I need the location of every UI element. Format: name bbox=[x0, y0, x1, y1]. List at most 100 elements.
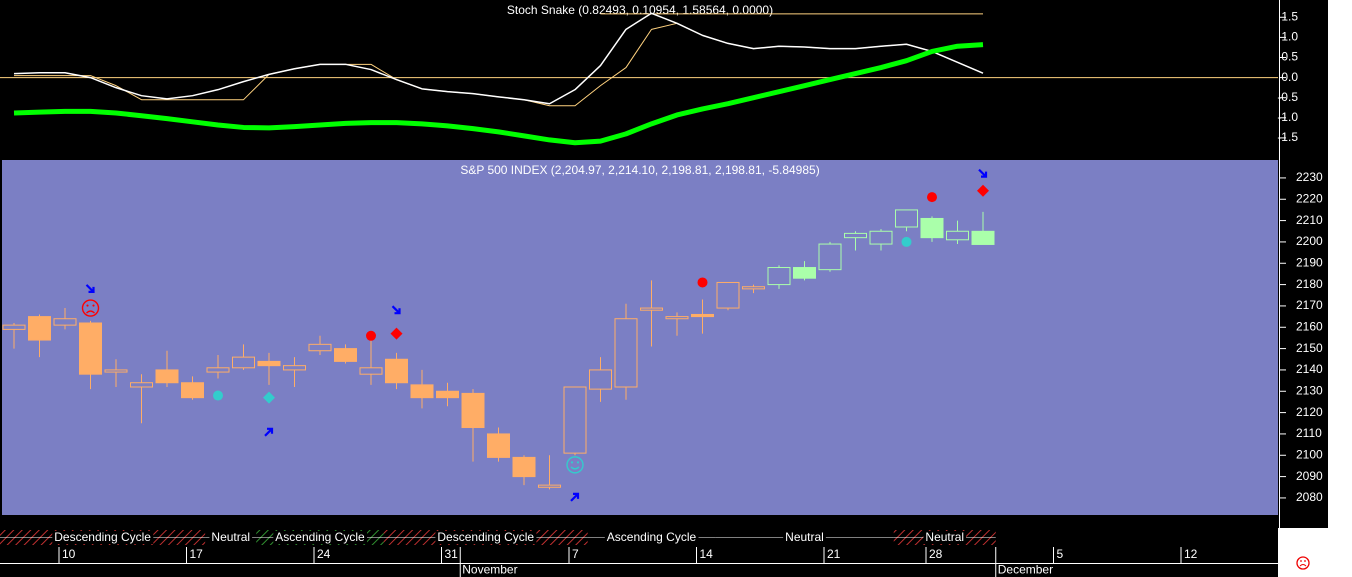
signal-arrow bbox=[570, 492, 580, 502]
candle-body bbox=[946, 230, 969, 241]
y-tick-label: 2080 bbox=[1296, 490, 1323, 504]
candle-body bbox=[79, 322, 102, 375]
signal-arrow bbox=[391, 305, 401, 315]
date-label: 14 bbox=[700, 547, 714, 561]
date-label: 7 bbox=[572, 547, 579, 561]
y-tick-label: 2230 bbox=[1296, 170, 1323, 184]
signal-eye bbox=[92, 304, 95, 307]
signal-mouth bbox=[570, 466, 580, 470]
signal bbox=[213, 390, 223, 401]
signal bbox=[566, 456, 584, 474]
cycle-label-bg bbox=[435, 531, 537, 544]
candle-body bbox=[563, 386, 587, 454]
y-tick-label: 0.5 bbox=[1281, 50, 1298, 64]
candle-body bbox=[385, 358, 408, 384]
signal bbox=[85, 284, 95, 293]
date-label: 5 bbox=[1057, 547, 1064, 561]
candle-body bbox=[257, 360, 281, 367]
indicator-line bbox=[13, 42, 984, 146]
cycle-label: Neutral bbox=[211, 530, 250, 544]
signal-arrow bbox=[264, 427, 274, 437]
signal-dot bbox=[213, 390, 223, 401]
candle-body bbox=[283, 365, 306, 371]
date-label: 31 bbox=[445, 547, 459, 561]
candle-body bbox=[793, 267, 816, 279]
y-tick-label: 2150 bbox=[1296, 341, 1323, 355]
candle-body bbox=[436, 390, 459, 399]
date-label: 17 bbox=[190, 547, 204, 561]
signal-arrow bbox=[978, 168, 988, 178]
candle-body bbox=[308, 343, 332, 352]
date-label: 28 bbox=[929, 547, 943, 561]
candle-body bbox=[181, 382, 204, 399]
y-tick-label: 1.0 bbox=[1281, 30, 1298, 44]
candle-body bbox=[640, 307, 663, 311]
indicator-title: Stoch Snake (0.82493, 0.10954, 1.58564, … bbox=[507, 3, 773, 17]
candle-body bbox=[512, 456, 536, 478]
y-tick-label: 2140 bbox=[1296, 362, 1323, 376]
y-tick-label: 2100 bbox=[1296, 447, 1323, 461]
signal-mouth bbox=[86, 310, 95, 314]
signal bbox=[977, 184, 989, 197]
signal-dot bbox=[366, 330, 376, 341]
signal-diamond bbox=[263, 391, 275, 404]
y-tick-label: -0.5 bbox=[1277, 90, 1298, 104]
y-tick-label: 2190 bbox=[1296, 255, 1323, 269]
y-tick-label: 2220 bbox=[1296, 191, 1323, 205]
candle-body bbox=[716, 281, 740, 309]
candle-body bbox=[920, 217, 944, 239]
y-tick-label: 0.0 bbox=[1281, 70, 1298, 84]
y-tick-label: 2210 bbox=[1296, 213, 1323, 227]
candle-body bbox=[461, 392, 485, 429]
candle-body bbox=[589, 369, 612, 390]
y-tick-label: -1.0 bbox=[1277, 110, 1298, 124]
signal-dot bbox=[697, 277, 708, 288]
month-label: December bbox=[998, 563, 1053, 577]
cycle-label: Neutral bbox=[925, 530, 964, 544]
candle-body bbox=[895, 209, 918, 228]
y-tick-label: 1.5 bbox=[1281, 9, 1298, 23]
candle-body bbox=[844, 232, 867, 239]
candle-body bbox=[130, 382, 153, 388]
candle-body bbox=[359, 367, 383, 375]
cycle-label: Ascending Cycle bbox=[275, 530, 365, 544]
signal bbox=[901, 236, 912, 247]
candle-body bbox=[767, 267, 791, 286]
y-tick-label: 2090 bbox=[1296, 469, 1323, 483]
cycle-label-bg bbox=[604, 531, 699, 544]
candle-body bbox=[691, 313, 714, 318]
signal-diamond bbox=[977, 184, 989, 197]
candle-body bbox=[104, 369, 128, 373]
signal bbox=[390, 327, 403, 340]
signal-face bbox=[566, 456, 584, 474]
y-tick-label: 2200 bbox=[1296, 234, 1323, 248]
signal bbox=[927, 192, 937, 203]
price-title: S&P 500 INDEX (2,204.97, 2,214.10, 2,198… bbox=[460, 163, 819, 177]
candle-body bbox=[206, 367, 230, 373]
signal bbox=[366, 330, 376, 341]
price-panel bbox=[2, 160, 1278, 515]
signal-eye bbox=[576, 461, 580, 464]
candle-body bbox=[232, 356, 255, 369]
candle-body bbox=[869, 230, 893, 245]
candle-body bbox=[614, 318, 638, 388]
candle-body bbox=[53, 318, 77, 326]
signal bbox=[391, 305, 401, 315]
signal-eye bbox=[570, 461, 574, 464]
cycle-label-bg bbox=[923, 531, 967, 544]
cycle-label-bg bbox=[209, 531, 253, 544]
cycle-label: Neutral bbox=[785, 530, 824, 544]
signal-eye bbox=[86, 304, 89, 307]
cycle-label: Descending Cycle bbox=[437, 530, 534, 544]
candle-body bbox=[2, 324, 26, 330]
signal bbox=[570, 492, 580, 502]
cycle-label-bg bbox=[273, 531, 368, 544]
cycle-label-bg bbox=[783, 531, 826, 544]
signal-face bbox=[81, 299, 100, 317]
signal-dot bbox=[927, 192, 937, 203]
signal-arrow bbox=[85, 284, 95, 293]
signal bbox=[264, 427, 274, 437]
signal-dot bbox=[901, 236, 912, 247]
signal bbox=[697, 277, 708, 288]
